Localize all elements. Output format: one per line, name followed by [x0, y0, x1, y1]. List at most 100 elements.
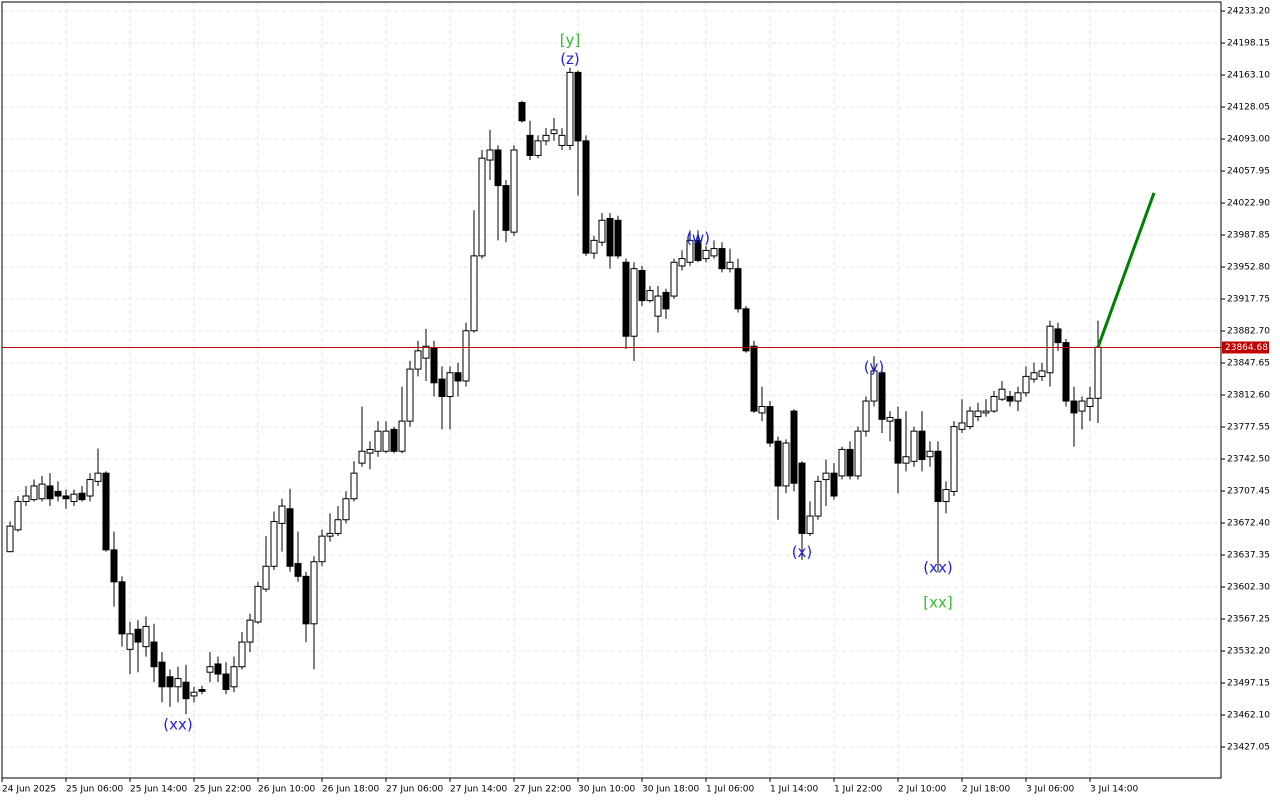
candle-body	[374, 430, 382, 452]
y-tick-label: 23637.35	[1227, 551, 1270, 561]
candle-body	[854, 430, 862, 477]
candle-body	[766, 406, 774, 444]
x-tick-label: 30 Jun 18:00	[642, 785, 699, 795]
candle-body	[78, 492, 86, 501]
candle-body	[1078, 400, 1086, 412]
candle-body	[222, 673, 230, 691]
candle-body	[446, 372, 454, 397]
candle-body	[334, 519, 342, 534]
candle-body	[678, 258, 686, 267]
candle-body	[558, 134, 566, 146]
x-tick-label: 2 Jul 10:00	[898, 785, 947, 795]
y-tick-label: 23567.25	[1227, 615, 1270, 625]
wave-label: (x)	[792, 543, 813, 561]
candle-body	[1046, 325, 1054, 374]
candle-body	[14, 500, 22, 531]
candle-body	[798, 462, 806, 534]
y-tick-label: 24198.15	[1227, 39, 1270, 49]
wave-label: [y]	[560, 31, 581, 49]
candle-body	[454, 372, 462, 382]
candle-body	[662, 291, 670, 310]
candle-body	[862, 400, 870, 432]
candle-body	[694, 239, 702, 261]
candle-body	[494, 149, 502, 187]
y-tick-label: 23882.70	[1227, 327, 1270, 337]
candle-body	[198, 689, 206, 692]
candle-body	[1038, 370, 1046, 377]
candle-body	[774, 440, 782, 487]
candle-body	[414, 350, 422, 370]
candle-body	[278, 505, 286, 524]
current-price-label: 23864.68	[1225, 343, 1268, 353]
candle-body	[966, 410, 974, 428]
candle-body	[550, 129, 558, 135]
y-tick-label: 24093.00	[1227, 135, 1270, 145]
candle-body	[646, 290, 654, 302]
y-tick-label: 24233.20	[1227, 7, 1270, 17]
candle-body	[574, 71, 582, 142]
candle-body	[590, 239, 598, 254]
y-tick-label: 23427.05	[1227, 743, 1270, 753]
candle-body	[622, 261, 630, 337]
candle-body	[238, 641, 246, 668]
candle-body	[910, 430, 918, 462]
y-tick-label: 23917.75	[1227, 295, 1270, 305]
y-tick-label: 24163.10	[1227, 71, 1270, 81]
candle-body	[302, 575, 310, 625]
candle-body	[598, 219, 606, 243]
candle-body	[182, 681, 190, 700]
candle-body	[686, 239, 694, 263]
candle-body	[742, 308, 750, 352]
candle-body	[582, 140, 590, 254]
x-tick-label: 27 Jun 06:00	[386, 785, 443, 795]
candle-body	[158, 661, 166, 688]
x-tick-label: 1 Jul 22:00	[834, 785, 883, 795]
x-tick-label: 26 Jun 10:00	[258, 785, 315, 795]
candle-body	[214, 663, 222, 675]
candle-body	[30, 485, 38, 501]
plot-frame	[1, 1, 1222, 779]
candle-body	[894, 418, 902, 464]
candle-body	[62, 495, 70, 500]
candle-body	[254, 585, 262, 623]
candle-body	[814, 480, 822, 517]
projection-line	[1096, 192, 1156, 348]
candle-body	[758, 406, 766, 414]
candle-body	[166, 676, 174, 688]
y-tick-label: 23847.65	[1227, 359, 1270, 369]
candle-body	[326, 532, 334, 537]
candle-body	[1006, 395, 1014, 402]
candle-body	[318, 535, 326, 563]
candle-body	[878, 372, 886, 420]
candle-body	[822, 472, 830, 481]
candle-body	[718, 248, 726, 270]
candle-body	[382, 430, 390, 452]
candle-body	[782, 442, 790, 487]
y-tick-label: 23742.50	[1227, 455, 1270, 465]
candle-body	[982, 410, 990, 414]
wave-label: (xx)	[923, 559, 952, 577]
candle-body	[918, 430, 926, 460]
candle-body	[46, 485, 54, 500]
current-price-tag	[1222, 341, 1269, 354]
y-tick-label: 23987.85	[1227, 231, 1270, 241]
candle-body	[174, 678, 182, 688]
x-tick-label: 24 Jun 2025	[2, 785, 56, 795]
candle-body	[942, 489, 950, 502]
candle-body	[286, 508, 294, 567]
candle-body	[902, 456, 910, 464]
candle-body	[358, 450, 366, 464]
x-tick-label: 3 Jul 14:00	[1090, 785, 1139, 795]
y-tick-label: 23707.45	[1227, 487, 1270, 497]
y-tick-label: 23952.80	[1227, 263, 1270, 273]
candle-body	[886, 416, 894, 422]
candle-body	[542, 134, 550, 142]
candle-body	[734, 268, 742, 310]
candle-body	[438, 378, 446, 397]
candle-body	[614, 219, 622, 257]
candle-body	[118, 581, 126, 635]
x-tick-label: 1 Jul 14:00	[770, 785, 819, 795]
candle-body	[478, 157, 486, 257]
